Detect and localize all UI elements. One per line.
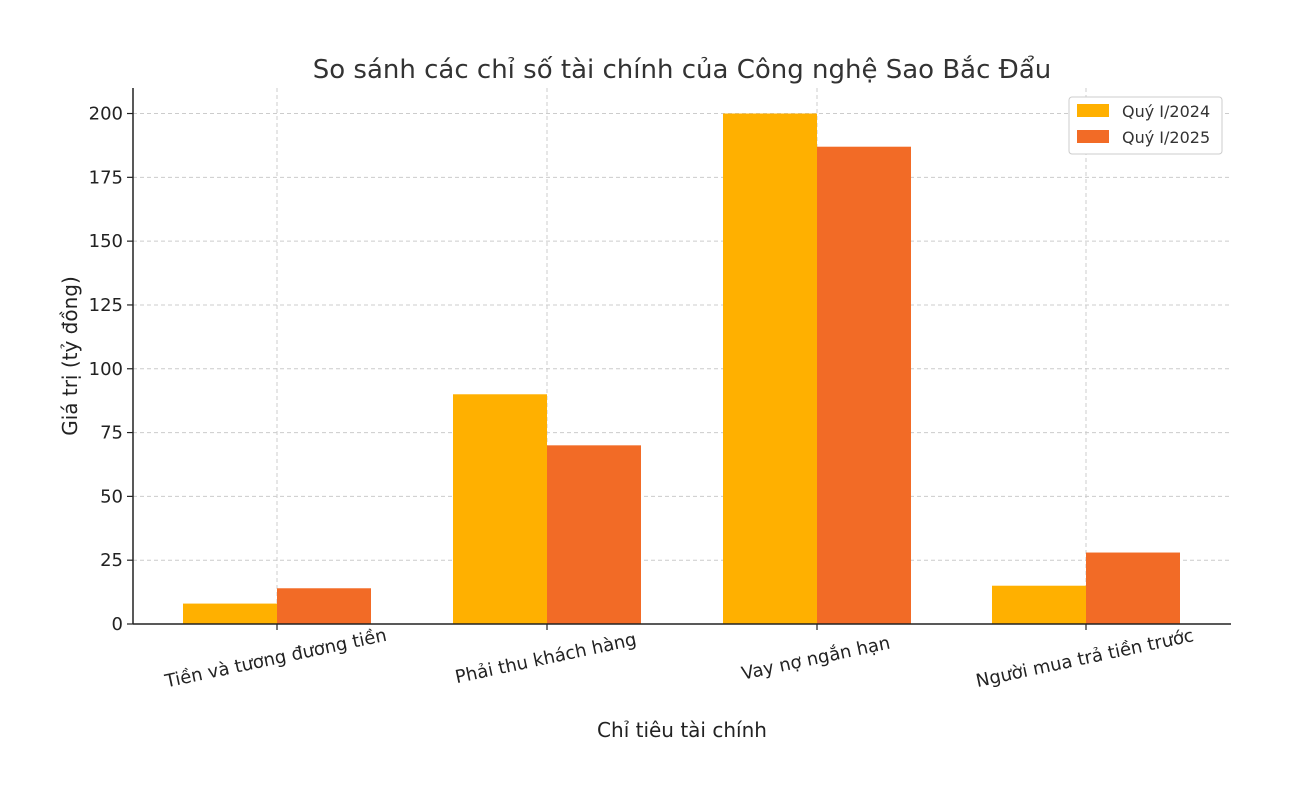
bar-q1-2025 [817,146,911,624]
x-tick-label: Tiền và tương đương tiền [162,625,388,693]
x-tick-label: Phải thu khách hàng [453,629,638,688]
y-tick-label: 75 [100,423,123,444]
bars-layer [183,113,1180,625]
y-tick-label: 0 [112,614,123,635]
legend-swatch-2025 [1077,130,1109,143]
y-tick-label: 150 [89,231,123,252]
bar-q1-2024 [453,394,547,624]
y-tick-label: 175 [89,167,123,188]
x-ticks: Tiền và tương đương tiền Phải thu khách h… [162,624,1196,693]
y-tick-label: 25 [100,550,123,571]
bar-q1-2025 [277,588,371,624]
y-tick-label: 100 [89,359,123,380]
chart-title: So sánh các chỉ số tài chính của Công ng… [313,54,1051,85]
axes-layer [132,88,1231,625]
x-tick-label: Người mua trả tiền trước [974,625,1195,692]
bar-q1-2024 [992,585,1086,624]
y-tick-label: 125 [89,295,123,316]
legend-label-2024: Quý I/2024 [1122,102,1210,121]
y-tick-label: 50 [100,486,123,507]
legend: Quý I/2024 Quý I/2025 [1068,96,1223,155]
y-ticks: 0 25 50 75 100 125 150 175 200 [89,104,133,635]
legend-label-2025: Quý I/2025 [1122,128,1210,147]
legend-swatch-2024 [1077,104,1109,117]
bar-q1-2025 [1086,552,1180,624]
bar-q1-2024 [183,603,277,624]
y-tick-label: 200 [89,104,123,125]
grid-layer [133,88,1231,625]
y-axis-label: Giá trị (tỷ đồng) [58,276,82,436]
bar-q1-2025 [547,445,641,624]
x-tick-label: Vay nợ ngắn hạn [740,633,892,685]
bar-q1-2024 [723,113,817,625]
x-axis-label: Chỉ tiêu tài chính [597,718,767,742]
